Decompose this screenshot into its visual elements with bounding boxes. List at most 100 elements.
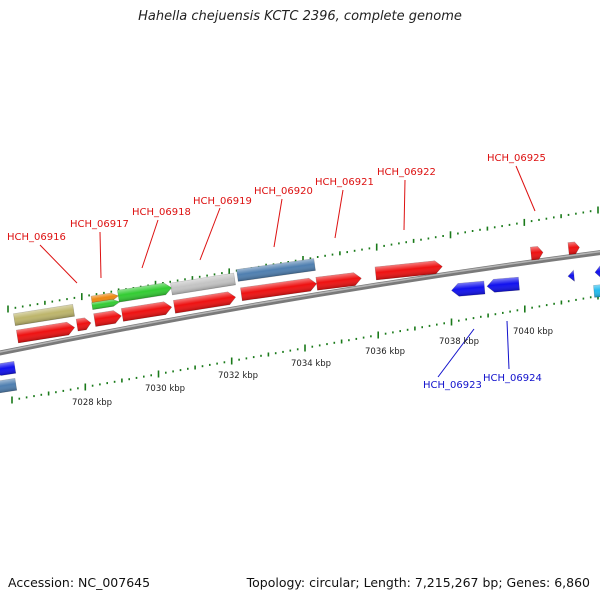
- lower-tick: [62, 389, 65, 392]
- lower-tick: [502, 311, 504, 314]
- lower-tick: [414, 326, 416, 331]
- lower-tick: [304, 344, 306, 352]
- lower-tick: [157, 370, 160, 378]
- upper-tick: [361, 248, 363, 251]
- lower-tick: [516, 309, 519, 312]
- lower-tick: [333, 341, 336, 344]
- upper-tick: [44, 300, 46, 305]
- upper-tick: [479, 228, 481, 231]
- lower-tick: [494, 313, 497, 316]
- gene-hch-06923: [451, 280, 486, 297]
- lower-tick: [252, 356, 255, 359]
- lower-tick: [113, 380, 116, 383]
- upper-tick: [58, 299, 61, 302]
- gene-label-hch-06923: HCH_06923: [423, 380, 482, 391]
- upper-tick: [280, 262, 282, 265]
- forward-leader-line: [403, 179, 406, 231]
- forward-leader-line: [141, 219, 159, 269]
- axis-label-7038: 7038 kbp: [439, 337, 479, 347]
- lower-tick: [370, 335, 372, 338]
- gene-hch-06916: [15, 321, 76, 344]
- reverse-leader-line: [437, 328, 475, 378]
- lower-tick: [458, 319, 460, 322]
- lower-tick: [11, 396, 13, 404]
- forward-leader-line: [99, 231, 102, 279]
- gene-label-hch-06925: HCH_06925: [487, 153, 546, 164]
- lower-tick: [311, 345, 314, 348]
- lower-tick: [267, 352, 270, 357]
- lower-tick: [582, 297, 585, 300]
- lower-tick: [135, 376, 138, 379]
- lower-tick: [230, 357, 233, 365]
- accession-text: Accession: NC_007645: [8, 575, 151, 590]
- lower-tick: [443, 322, 445, 325]
- upper-tick: [66, 298, 68, 301]
- upper-tick: [353, 249, 356, 252]
- lower-tick: [545, 304, 548, 307]
- upper-tick: [339, 251, 341, 256]
- upper-tick: [213, 273, 216, 276]
- lower-tick: [165, 371, 167, 374]
- feature-olive: [13, 304, 75, 326]
- upper-tick: [368, 247, 371, 250]
- gene-reverse-small: [567, 269, 575, 282]
- upper-tick: [493, 226, 496, 229]
- feature-steelblue-left: [0, 378, 18, 394]
- gene-hch-06925: [530, 246, 544, 261]
- upper-tick: [582, 211, 585, 214]
- lower-tick: [318, 344, 321, 347]
- upper-tick: [21, 305, 24, 308]
- gene-hch-06917: [75, 317, 92, 332]
- lower-tick: [421, 326, 423, 329]
- lower-tick: [187, 367, 189, 370]
- upper-tick: [589, 210, 592, 213]
- reverse-leader-line: [506, 320, 510, 370]
- upper-tick: [449, 231, 452, 239]
- lower-tick: [194, 365, 196, 370]
- upper-tick: [316, 256, 319, 258]
- upper-tick: [346, 251, 348, 254]
- label-leaders: [39, 165, 536, 378]
- upper-tick: [206, 274, 208, 277]
- upper-tick: [14, 306, 17, 309]
- forward-leader-line: [515, 165, 536, 212]
- axis-label-7028: 7028 kbp: [72, 398, 112, 408]
- upper-tick: [228, 268, 230, 276]
- gene-label-hch-06919: HCH_06919: [193, 196, 252, 207]
- upper-tick: [398, 242, 400, 245]
- upper-tick: [442, 235, 444, 237]
- lower-tick: [289, 349, 292, 352]
- lower-tick: [18, 397, 21, 400]
- gene-label-hch-06921: HCH_06921: [315, 177, 374, 188]
- lower-tick: [172, 370, 174, 373]
- feature-green: [117, 282, 173, 303]
- lower-tick: [362, 336, 365, 339]
- gene-hch-06919: [173, 291, 237, 314]
- upper-tick: [375, 243, 378, 251]
- lower-tick: [40, 393, 43, 396]
- lower-tick: [436, 323, 438, 326]
- lower-tick: [340, 339, 343, 344]
- upper-tick: [324, 254, 326, 257]
- upper-tick: [530, 220, 533, 223]
- upper-tick: [110, 290, 113, 293]
- lower-tick: [99, 383, 101, 386]
- upper-tick: [176, 279, 179, 282]
- lower-tick: [553, 302, 555, 305]
- upper-tick: [464, 231, 466, 234]
- upper-tick: [198, 275, 201, 278]
- upper-tick: [302, 256, 304, 263]
- feature-grey: [170, 272, 236, 296]
- gene-hch-06918: [120, 301, 173, 322]
- feature-orange: [90, 292, 119, 305]
- lower-tick: [296, 348, 299, 351]
- upper-tick: [7, 305, 9, 313]
- upper-tick: [560, 214, 562, 219]
- lower-tick: [355, 337, 358, 340]
- gene-reverse-edge: [594, 264, 600, 279]
- lower-tick: [399, 330, 401, 333]
- axis-label-7040: 7040 kbp: [513, 327, 553, 337]
- upper-tick: [51, 300, 54, 303]
- lower-tick: [384, 332, 387, 335]
- gene-label-hch-06917: HCH_06917: [70, 219, 129, 230]
